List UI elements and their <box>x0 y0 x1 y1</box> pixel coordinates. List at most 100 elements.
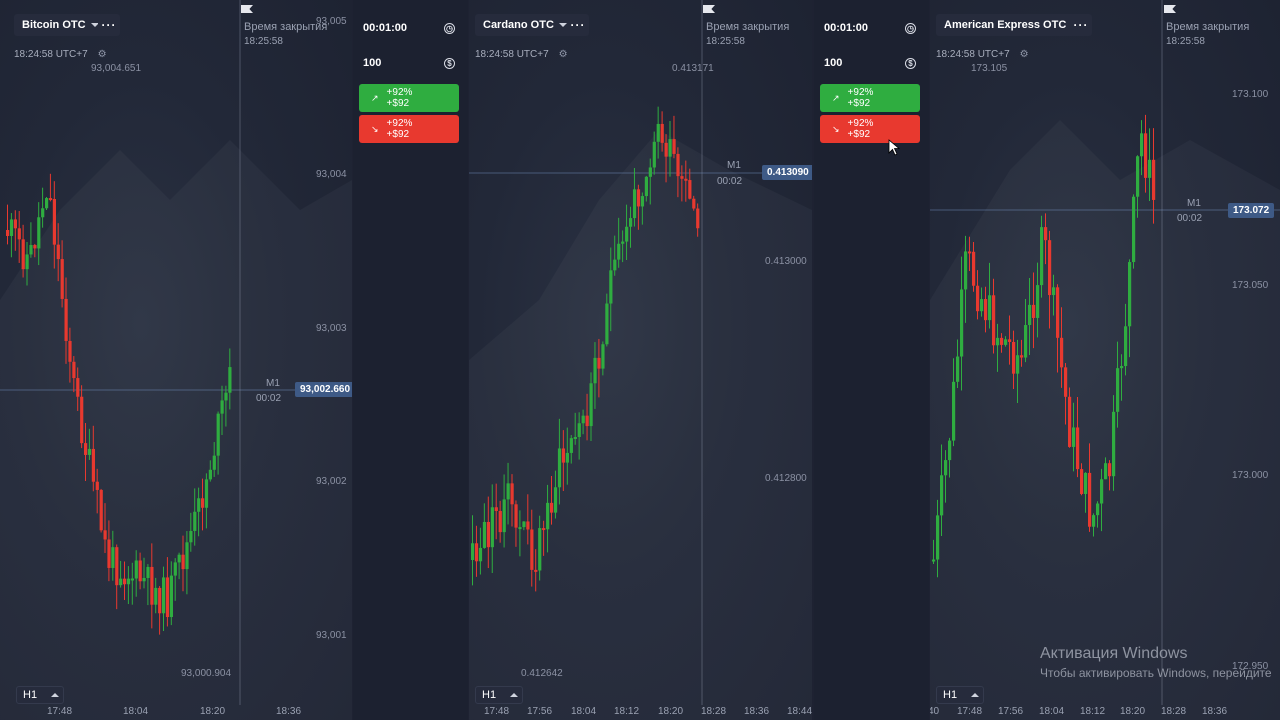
gear-icon[interactable]: ⚙ <box>558 49 568 60</box>
candle-down <box>1076 427 1080 470</box>
time-tick: 18:36 <box>276 706 302 717</box>
candle-up <box>490 507 494 548</box>
chart-panel-cardano[interactable]: Cardano OTC ··· 18:24:58 UTC+7 ⚙ Время з… <box>469 0 812 720</box>
candle-down <box>474 543 479 562</box>
candle-up <box>605 303 609 345</box>
flag-icon[interactable] <box>1164 5 1176 13</box>
close-time-label: Время закрытия <box>1166 21 1250 33</box>
sell-button[interactable]: ↘ +92% +$92 <box>359 115 459 143</box>
candlestick-chart[interactable] <box>469 0 812 720</box>
candlestick-chart[interactable] <box>930 0 1280 720</box>
arrow-down-right-icon: ↘ <box>832 123 840 134</box>
candle-down <box>510 483 514 505</box>
price-tick: 93,002 <box>316 476 347 487</box>
dollar-icon: $ <box>444 57 455 69</box>
candle-up <box>589 383 593 427</box>
candle-down <box>494 507 498 511</box>
duration-field[interactable]: 00:01:00 ◷ <box>820 16 920 40</box>
candle-down <box>688 180 692 199</box>
candle-up <box>1072 427 1076 447</box>
chart-panel-bitcoin[interactable]: Bitcoin OTC ··· 18:24:58 UTC+7 ⚙ Время з… <box>0 0 352 720</box>
candle-up <box>980 299 984 312</box>
time-tick: 40 <box>930 706 940 717</box>
candle-up <box>169 575 173 618</box>
timeframe-button[interactable]: H1 <box>16 686 64 704</box>
asset-selector[interactable]: Bitcoin OTC <box>14 14 107 36</box>
time-tick: 18:28 <box>1161 706 1187 717</box>
chart-panel-amex[interactable]: American Express OTC ··· 18:24:58 UTC+7 … <box>930 0 1280 720</box>
time-tick: 18:04 <box>1039 706 1065 717</box>
amount-field[interactable]: 100 $ <box>359 51 459 75</box>
price-tick: 0.413000 <box>765 256 807 267</box>
candle-up <box>204 479 209 508</box>
arrow-up-right-icon: ↗ <box>371 92 379 103</box>
candle-up <box>87 448 92 455</box>
candle-up <box>502 499 506 533</box>
high-price-label: 93,004.651 <box>91 63 142 74</box>
candle-down <box>80 396 84 444</box>
candle-down <box>1152 159 1156 200</box>
buy-button[interactable]: ↗ +92% +$92 <box>359 84 459 112</box>
candle-up <box>478 547 483 562</box>
time-tick: 18:04 <box>123 706 149 717</box>
candle-down <box>91 448 95 482</box>
candle-down <box>21 239 25 270</box>
asset-selector[interactable]: Cardano OTC <box>475 14 575 36</box>
more-icon[interactable]: ··· <box>98 14 120 36</box>
caret-down-icon <box>558 23 567 27</box>
time-tick: 18:12 <box>614 706 640 717</box>
price-tick: 93,003 <box>316 323 347 334</box>
asset-selector[interactable]: American Express OTC <box>936 14 1088 36</box>
candle-up <box>573 437 577 440</box>
candle-up <box>956 356 960 382</box>
candle-down <box>72 361 76 379</box>
background-mountain <box>469 130 812 720</box>
candle-up <box>208 469 212 480</box>
flag-icon[interactable] <box>241 5 253 13</box>
time-tick: 18:20 <box>1120 706 1146 717</box>
close-time-value: 18:25:58 <box>706 36 745 47</box>
countdown: 00:02 <box>717 176 743 187</box>
candle-up <box>1024 325 1028 358</box>
candle-down <box>1144 133 1148 178</box>
timeframe-button[interactable]: H1 <box>936 686 984 704</box>
countdown: 00:02 <box>256 393 282 404</box>
gear-icon[interactable]: ⚙ <box>1019 49 1029 60</box>
candle-down <box>1108 463 1112 477</box>
candle-up <box>565 452 569 463</box>
candle-up <box>1096 503 1100 516</box>
more-icon[interactable]: ··· <box>1070 14 1092 36</box>
candle-down <box>1080 469 1084 494</box>
countdown: 00:02 <box>1177 213 1203 224</box>
candle-up <box>522 521 526 528</box>
amount-field[interactable]: 100 $ <box>820 51 920 75</box>
candlestick-chart[interactable] <box>0 0 352 720</box>
candle-down <box>660 123 664 143</box>
candle-down <box>696 208 700 229</box>
candle-up <box>553 487 558 513</box>
windows-activation-title: Активация Windows <box>1040 645 1188 662</box>
buy-button[interactable]: ↗ +92% +$92 <box>820 84 920 112</box>
candle-down <box>514 504 518 528</box>
candle-up <box>212 455 216 470</box>
time-tick: 18:12 <box>1080 706 1106 717</box>
candle-up <box>130 578 134 581</box>
more-icon[interactable]: ··· <box>567 14 589 36</box>
duration-field[interactable]: 00:01:00 ◷ <box>359 16 459 40</box>
candle-down <box>99 489 103 531</box>
candle-up <box>632 189 637 219</box>
candle-down <box>585 415 589 427</box>
candle-up <box>193 511 197 531</box>
time-tick: 18:36 <box>1202 706 1228 717</box>
timeframe-button[interactable]: H1 <box>475 686 523 704</box>
high-price-label: 0.413171 <box>672 63 714 74</box>
candle-up <box>569 438 573 453</box>
candle-up <box>932 559 936 562</box>
flag-icon[interactable] <box>703 5 715 13</box>
candle-up <box>142 577 146 582</box>
time-tick: 18:28 <box>701 706 727 717</box>
sell-button[interactable]: ↘ +92% +$92 <box>820 115 920 143</box>
gear-icon[interactable]: ⚙ <box>97 49 107 60</box>
candle-down <box>64 298 68 341</box>
current-price-tag: 0.413090 <box>762 165 812 180</box>
